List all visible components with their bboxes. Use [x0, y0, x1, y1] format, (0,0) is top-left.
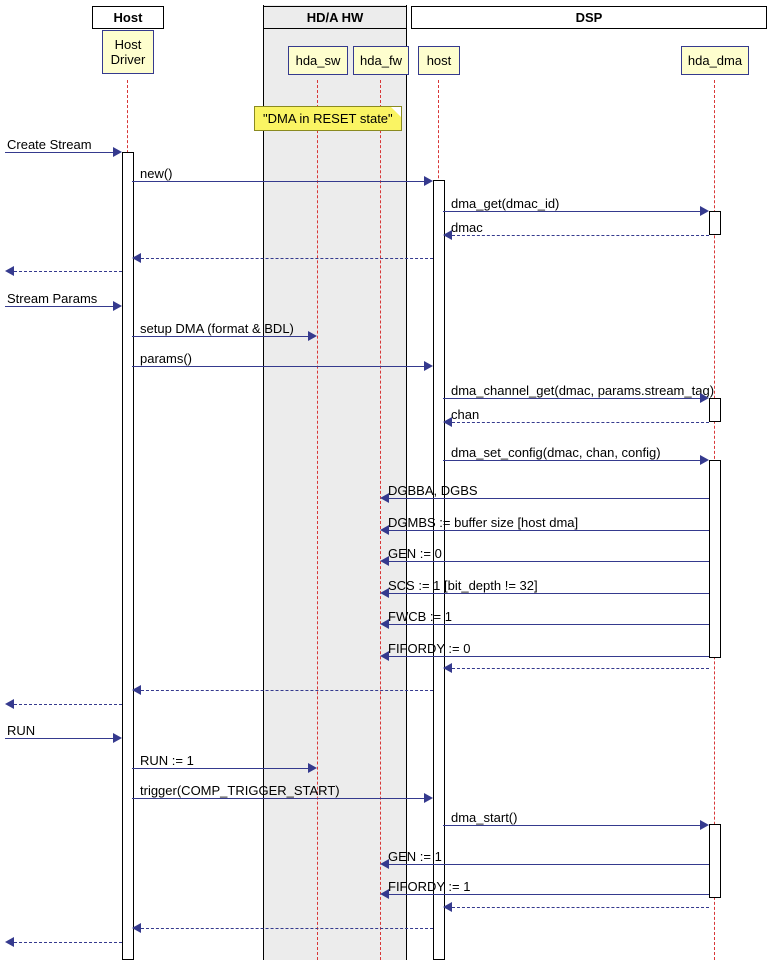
participant-hda-fw: hda_fw: [353, 46, 409, 75]
activation-hda-dma-4: [709, 824, 721, 898]
msg-create-stream-label: Create Stream: [7, 137, 92, 152]
msg-dma-set-config-label: dma_set_config(dmac, chan, config): [451, 445, 661, 460]
activation-hda-dma-1: [709, 211, 721, 235]
lifeline-hda-sw: [317, 80, 318, 960]
participant-host-label: host: [427, 53, 452, 68]
msg-dgbba-label: DGBBA, DGBS: [388, 483, 478, 498]
msg-chan-label: chan: [451, 407, 479, 422]
msg-trigger-label: trigger(COMP_TRIGGER_START): [140, 783, 340, 798]
header-hda: HD/A HW: [263, 6, 407, 29]
group-hda-hw: [263, 5, 407, 960]
participant-host-driver: Host Driver: [102, 30, 154, 74]
participant-host-driver-label: Host Driver: [111, 37, 146, 67]
msg-setup-dma-label: setup DMA (format & BDL): [140, 321, 294, 336]
header-host: Host: [92, 6, 164, 29]
msg-fwcb-label: FWCB := 1: [388, 609, 452, 624]
msg-new-label: new(): [140, 166, 173, 181]
msg-fifordy0-label: FIFORDY := 0: [388, 641, 470, 656]
msg-fifordy1-label: FIFORDY := 1: [388, 879, 470, 894]
header-dsp: DSP: [411, 6, 767, 29]
participant-hda-dma-label: hda_dma: [688, 53, 742, 68]
header-hda-label: HD/A HW: [307, 10, 364, 25]
msg-gen1-label: GEN := 1: [388, 849, 442, 864]
activation-hda-dma-3: [709, 460, 721, 658]
msg-params-label: params(): [140, 351, 192, 366]
header-dsp-label: DSP: [576, 10, 603, 25]
participant-hda-sw: hda_sw: [288, 46, 348, 75]
msg-dgmbs-label: DGMBS := buffer size [host dma]: [388, 515, 578, 530]
msg-run-label: RUN: [7, 723, 35, 738]
participant-hda-dma: hda_dma: [681, 46, 749, 75]
msg-dma-start-label: dma_start(): [451, 810, 517, 825]
note-dma-reset: "DMA in RESET state": [254, 106, 402, 131]
msg-gen0-label: GEN := 0: [388, 546, 442, 561]
msg-dma-get-label: dma_get(dmac_id): [451, 196, 559, 211]
msg-dma-channel-get-label: dma_channel_get(dmac, params.stream_tag): [451, 383, 714, 398]
lifeline-hda-fw: [380, 80, 381, 960]
msg-dmac-label: dmac: [451, 220, 483, 235]
activation-host: [433, 180, 445, 960]
msg-run1-label: RUN := 1: [140, 753, 194, 768]
header-host-label: Host: [114, 10, 143, 25]
msg-stream-params-label: Stream Params: [7, 291, 97, 306]
activation-hda-dma-2: [709, 398, 721, 422]
participant-hda-fw-label: hda_fw: [360, 53, 402, 68]
participant-hda-sw-label: hda_sw: [296, 53, 341, 68]
activation-host-driver: [122, 152, 134, 960]
msg-scs-label: SCS := 1 [bit_depth != 32]: [388, 578, 538, 593]
note-dma-reset-label: "DMA in RESET state": [263, 111, 393, 126]
participant-host: host: [418, 46, 460, 75]
